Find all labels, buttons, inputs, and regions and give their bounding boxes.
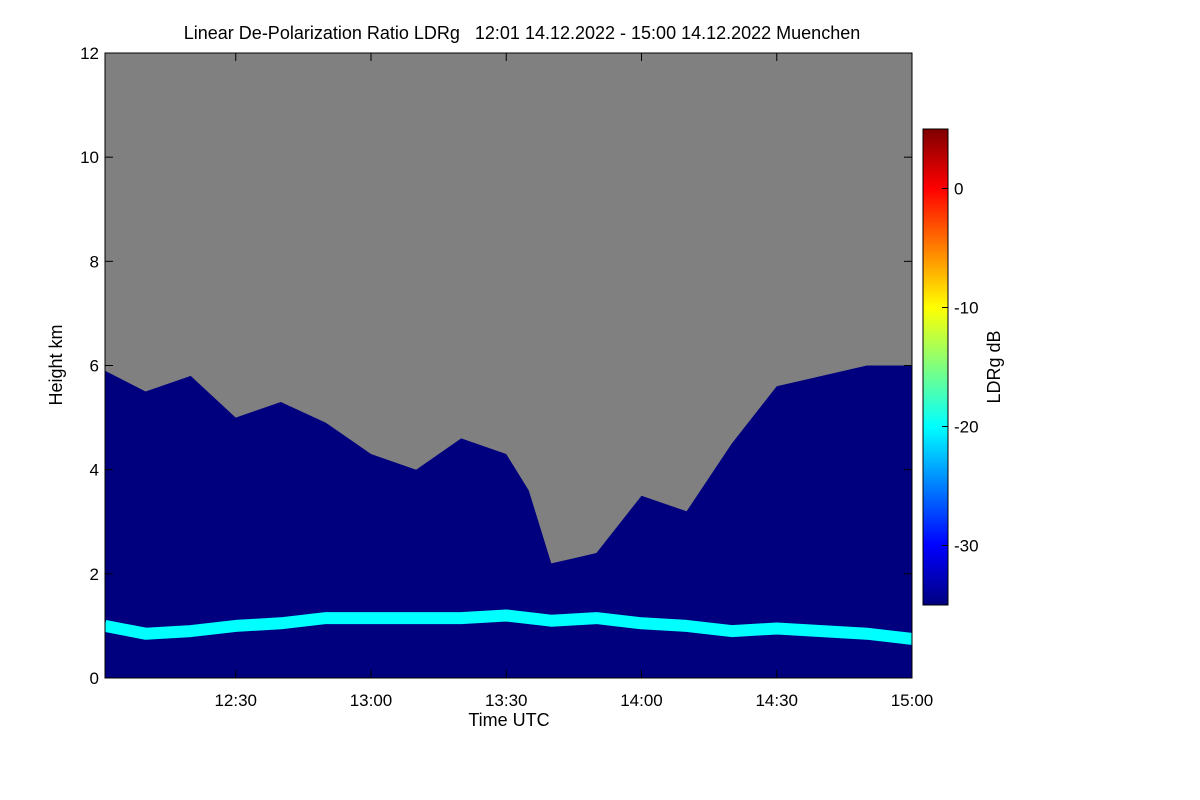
x-tick-label: 14:30 bbox=[755, 691, 798, 710]
x-tick-label: 15:00 bbox=[891, 691, 934, 710]
y-tick-label: 2 bbox=[90, 565, 99, 584]
chart-title: Linear De-Polarization Ratio LDRg 12:01 … bbox=[184, 23, 860, 43]
x-tick-label: 14:00 bbox=[620, 691, 663, 710]
y-axis: 0 2 4 6 8 10 12 bbox=[80, 44, 912, 688]
y-tick-label: 12 bbox=[80, 44, 99, 63]
x-tick-label: 13:30 bbox=[485, 691, 528, 710]
y-tick-label: 0 bbox=[90, 669, 99, 688]
x-tick-label: 13:00 bbox=[350, 691, 393, 710]
y-tick-label: 4 bbox=[90, 461, 99, 480]
colorbar-tick-label: -30 bbox=[954, 537, 979, 556]
x-axis-label: Time UTC bbox=[468, 710, 549, 730]
y-axis-label: Height km bbox=[46, 324, 66, 405]
x-axis: 12:30 13:00 13:30 14:00 14:30 15:00 bbox=[214, 53, 933, 710]
y-tick-label: 8 bbox=[90, 252, 99, 271]
x-tick-label: 12:30 bbox=[214, 691, 257, 710]
precipitation-echo-region bbox=[105, 365, 912, 678]
y-tick-label: 10 bbox=[80, 148, 99, 167]
colorbar-gradient bbox=[922, 128, 949, 606]
colorbar-tick-label: -20 bbox=[954, 418, 979, 437]
colorbar: 0 -10 -20 -30 LDRg dB bbox=[922, 128, 1004, 606]
y-tick-label: 6 bbox=[90, 357, 99, 376]
colorbar-tick-label: 0 bbox=[954, 180, 963, 199]
melting-layer-band bbox=[105, 609, 912, 645]
plot-area bbox=[105, 53, 912, 678]
colorbar-ticks: 0 -10 -20 -30 bbox=[942, 180, 979, 556]
colorbar-tick-label: -10 bbox=[954, 299, 979, 318]
colorbar-label: LDRg dB bbox=[984, 330, 1004, 403]
